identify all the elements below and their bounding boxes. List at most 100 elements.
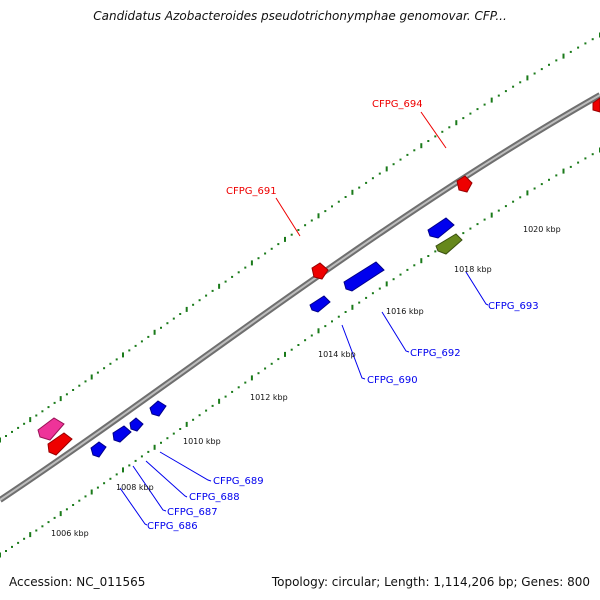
genome-summary-text: Topology: circular; Length: 1,114,206 bp… xyxy=(271,575,590,589)
gene-reverse[interactable] xyxy=(427,217,455,239)
ruler-tick xyxy=(483,218,486,221)
ruler-tick xyxy=(270,362,273,365)
ruler-tick xyxy=(406,153,409,156)
ruler-tick xyxy=(392,163,395,166)
gene-label-cfpg-688[interactable]: CFPG_688 xyxy=(189,492,240,503)
ruler-tick xyxy=(277,358,280,361)
gene-forward[interactable] xyxy=(592,97,600,113)
gene-label-cfpg-693[interactable]: CFPG_693 xyxy=(488,301,539,312)
ruler-tick xyxy=(72,504,75,506)
ruler-tick xyxy=(365,296,368,299)
ruler-tick xyxy=(297,229,300,231)
gene-label-cfpg-690[interactable]: CFPG_690 xyxy=(367,375,418,386)
leader-line xyxy=(420,111,447,149)
gene-reverse[interactable] xyxy=(112,425,132,443)
gene-other[interactable] xyxy=(37,417,65,441)
gene-reverse[interactable] xyxy=(149,400,167,417)
ruler-tick xyxy=(504,90,507,93)
ruler-tick xyxy=(310,219,313,222)
ruler-tick xyxy=(490,97,493,103)
ruler-tick xyxy=(378,172,381,175)
ruler-tick xyxy=(35,414,38,417)
ruler-tick xyxy=(78,499,81,502)
gene-reverse[interactable] xyxy=(90,441,107,458)
ruler-tick xyxy=(23,537,26,540)
gene-forward[interactable] xyxy=(47,432,73,456)
ruler-tick xyxy=(533,72,536,75)
ruler-tick xyxy=(304,339,307,342)
ruler-tick xyxy=(47,521,50,524)
ruler-tick xyxy=(277,243,280,246)
ruler-tick xyxy=(5,435,7,437)
gene-rrna[interactable] xyxy=(435,233,463,255)
ruler-tick xyxy=(337,315,340,318)
tick-label: 1014 kbp xyxy=(318,350,356,359)
ruler-tick xyxy=(427,255,430,257)
ruler-tick xyxy=(53,516,56,519)
ruler-tick xyxy=(192,303,195,306)
ruler-tick xyxy=(344,196,347,198)
tick-label: 1006 kbp xyxy=(51,529,89,538)
gene-reverse[interactable] xyxy=(309,295,331,313)
ruler-tick xyxy=(128,464,131,467)
ruler-tick xyxy=(96,486,99,489)
ruler-tick xyxy=(11,430,13,433)
ruler-tick xyxy=(562,53,565,59)
ruler-tick xyxy=(205,294,208,297)
gene-label-cfpg-689[interactable]: CFPG_689 xyxy=(213,476,264,487)
ruler-tick xyxy=(134,344,137,347)
gene-reverse[interactable] xyxy=(343,261,385,292)
ruler-tick xyxy=(122,467,124,473)
ruler-tick xyxy=(192,418,195,421)
ruler-tick xyxy=(351,189,354,195)
ruler-tick xyxy=(420,258,423,264)
ruler-tick xyxy=(504,205,507,208)
ruler-tick xyxy=(490,212,493,218)
ruler-tick xyxy=(434,250,437,253)
ruler-tick xyxy=(257,372,260,375)
ruler-tick xyxy=(344,311,347,313)
tick-label: 1010 kbp xyxy=(183,437,221,446)
ruler-tick xyxy=(115,358,118,361)
ruler-tick xyxy=(231,275,234,278)
gene-reverse[interactable] xyxy=(129,417,144,432)
ruler-tick xyxy=(84,495,87,498)
ruler-tick xyxy=(224,395,227,398)
gene-label-cfpg-694[interactable]: CFPG_694 xyxy=(372,99,423,110)
gene-forward[interactable] xyxy=(311,262,329,280)
gene-label-cfpg-692[interactable]: CFPG_692 xyxy=(410,348,461,359)
ruler-tick xyxy=(337,200,340,203)
gene-label-cfpg-687[interactable]: CFPG_687 xyxy=(167,507,218,518)
leader-line xyxy=(145,460,188,498)
ruler-tick xyxy=(147,335,150,338)
ruler-tick xyxy=(591,153,594,156)
ruler-tick xyxy=(250,375,253,381)
ruler-tick xyxy=(385,166,388,172)
ruler-tick xyxy=(179,428,182,430)
ruler-tick xyxy=(569,50,572,53)
reverse-gene-labels: CFPG_693 CFPG_692 CFPG_690 CFPG_689 CFPG… xyxy=(147,301,539,532)
ruler-tick xyxy=(270,247,273,250)
ruler-tick xyxy=(153,329,156,335)
ruler-tick xyxy=(179,313,182,315)
gene-forward[interactable] xyxy=(456,175,473,193)
ruler-tick xyxy=(96,371,99,374)
ruler-tick xyxy=(555,59,558,62)
gene-label-cfpg-691[interactable]: CFPG_691 xyxy=(226,186,277,197)
ruler-tick xyxy=(122,352,124,358)
ruler-tick xyxy=(371,177,374,180)
ruler-tick xyxy=(84,380,87,383)
ruler-tick xyxy=(548,178,550,181)
ruler-tick xyxy=(257,257,260,260)
ruler-tick xyxy=(17,541,20,544)
ruler-tick xyxy=(185,306,188,312)
ruler-tick xyxy=(441,130,444,133)
ruler-tick xyxy=(244,266,247,269)
ruler-tick xyxy=(371,292,374,295)
ruler-tick xyxy=(140,340,143,343)
ruler-tick xyxy=(109,362,112,365)
gene-label-cfpg-686[interactable]: CFPG_686 xyxy=(147,521,198,532)
ruler-tick xyxy=(185,421,188,427)
ruler-tick xyxy=(147,450,150,453)
ruler-tick xyxy=(526,190,529,196)
